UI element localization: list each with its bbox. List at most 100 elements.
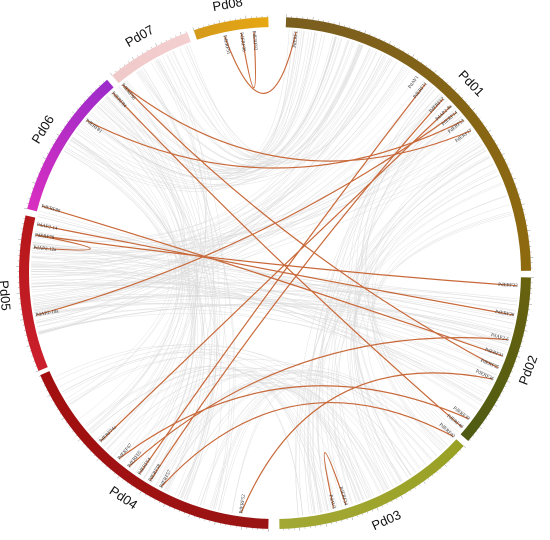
background-link: [169, 52, 390, 165]
chromosome-label-pd02: Pd02: [515, 353, 540, 387]
tick-mark: [488, 413, 491, 415]
tick-mark: [488, 129, 492, 132]
tick-mark: [502, 390, 504, 392]
tick-mark: [366, 511, 368, 514]
tick-mark: [482, 422, 484, 424]
tick-mark: [456, 453, 458, 455]
background-link: [86, 32, 316, 179]
background-link: [34, 303, 497, 376]
background-link: [31, 65, 404, 278]
tick-mark: [458, 93, 460, 95]
tick-mark: [131, 485, 133, 487]
tick-mark: [178, 510, 180, 512]
tick-mark: [444, 464, 447, 468]
tick-mark: [123, 64, 126, 66]
background-link: [32, 115, 463, 254]
tick-mark: [46, 390, 48, 392]
tick-mark: [141, 52, 143, 54]
background-link: [173, 31, 313, 158]
tick-mark: [454, 88, 457, 91]
background-link: [122, 370, 417, 473]
tick-mark: [521, 203, 525, 205]
tick-mark: [468, 104, 471, 107]
background-link: [105, 42, 355, 174]
background-link: [211, 386, 380, 509]
background-link: [34, 298, 512, 335]
duplication-link: [240, 31, 257, 89]
tick-mark: [90, 91, 93, 94]
background-link: [101, 101, 217, 501]
tick-mark: [509, 376, 511, 378]
background-link: [67, 357, 304, 516]
background-link: [75, 47, 370, 187]
tick-mark: [218, 20, 220, 24]
duplication-link: [224, 31, 297, 94]
tick-mark: [149, 496, 151, 499]
tick-mark: [119, 67, 121, 69]
duplication-link: [139, 83, 427, 474]
tick-mark: [497, 400, 499, 402]
tick-mark: [472, 435, 475, 437]
background-link: [317, 171, 497, 512]
tick-mark: [496, 144, 499, 146]
background-link: [100, 33, 323, 174]
background-link: [31, 281, 518, 299]
chromosome-arc-pd02: [460, 277, 531, 441]
tick-mark: [351, 517, 354, 521]
background-link: [364, 105, 458, 436]
tick-mark: [39, 375, 41, 377]
background-link: [59, 345, 409, 478]
tick-mark: [485, 418, 488, 420]
background-link: [36, 304, 507, 350]
background-link: [33, 66, 406, 242]
background-link: [128, 364, 448, 469]
background-link: [33, 43, 359, 242]
background-link: [69, 354, 387, 491]
tick-mark: [416, 58, 419, 61]
chromosome-label-pd07: Pd07: [123, 22, 157, 50]
background-link: [177, 370, 447, 497]
background-link: [31, 96, 445, 265]
tick-mark: [393, 44, 395, 47]
tick-mark: [434, 70, 437, 73]
background-link: [38, 304, 509, 344]
duplication-link: [122, 84, 499, 369]
tick-mark: [128, 61, 130, 63]
background-link: [89, 105, 185, 432]
chromosome-ring: [16, 14, 534, 532]
background-link: [31, 124, 469, 278]
tick-mark: [389, 41, 391, 44]
background-link: [31, 44, 362, 263]
background-link: [63, 150, 171, 400]
tick-mark: [419, 484, 421, 486]
tick-mark: [75, 435, 78, 437]
gene-label: PdERF52: [239, 494, 247, 514]
tick-mark: [400, 495, 403, 499]
tick-mark: [513, 366, 515, 368]
background-link: [116, 40, 350, 170]
tick-mark: [117, 475, 120, 479]
tick-mark: [412, 54, 415, 58]
background-link: [31, 51, 378, 273]
background-link: [34, 55, 387, 313]
tick-mark: [39, 167, 42, 169]
tick-mark: [516, 356, 520, 358]
background-link: [179, 29, 294, 157]
background-collinear-links: [31, 29, 518, 516]
background-link: [31, 264, 483, 402]
background-link: [112, 90, 217, 500]
tick-mark: [421, 61, 423, 64]
tick-mark: [396, 498, 398, 500]
tick-mark: [371, 509, 373, 512]
background-link: [99, 103, 212, 496]
gene-label: PdAP2-14: [36, 223, 58, 232]
gene-label: PdERF67: [117, 443, 134, 461]
background-link: [32, 294, 503, 362]
tick-mark: [504, 385, 507, 387]
tick-mark: [494, 139, 496, 141]
tick-mark: [56, 133, 60, 136]
chromosome-label-pd01: Pd01: [455, 67, 487, 99]
tick-mark: [475, 113, 478, 115]
tick-mark: [47, 394, 51, 397]
